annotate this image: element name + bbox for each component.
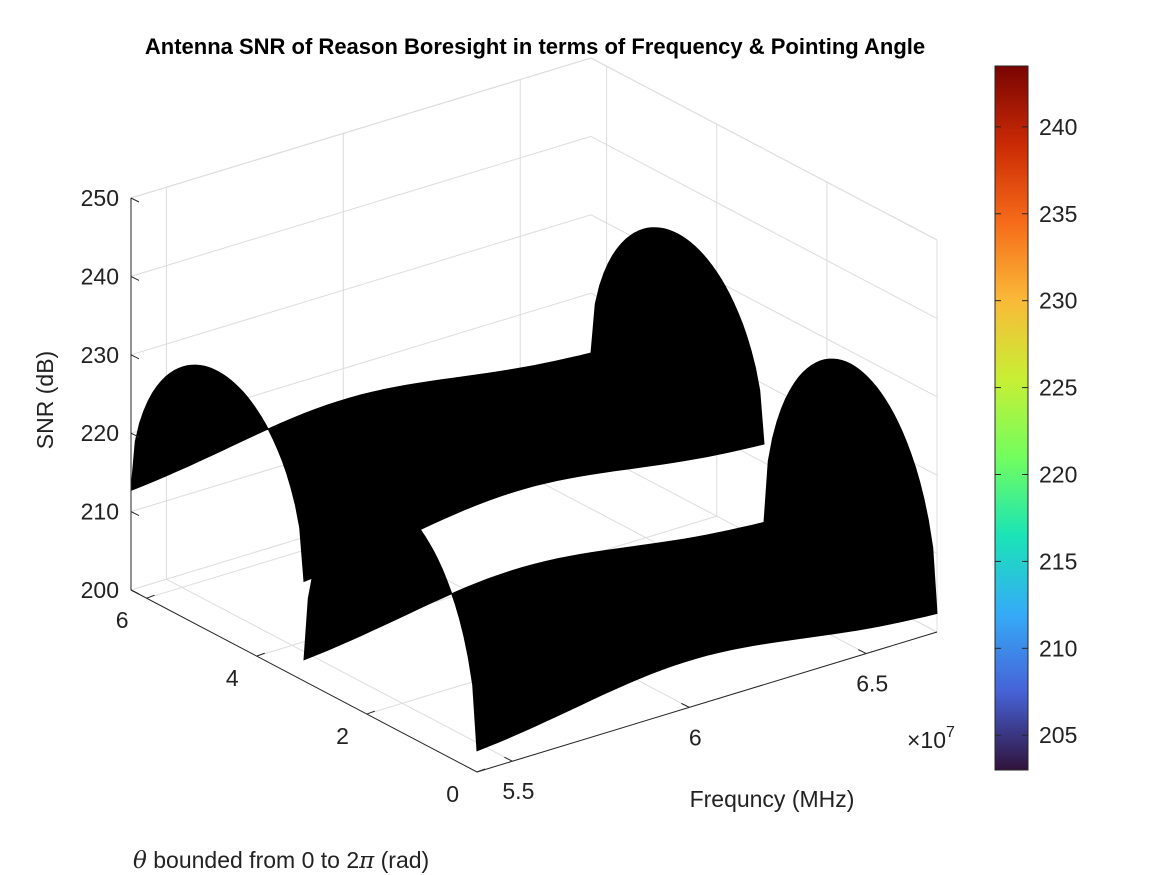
y-axis-line [130, 589, 478, 773]
z-tick-label: 220 [81, 420, 119, 446]
grid-line [130, 57, 592, 199]
chart-title: Antenna SNR of Reason Boresight in terms… [145, 34, 925, 59]
z-tick-label: 200 [81, 577, 119, 603]
x-tick-label: 5.5 [502, 778, 534, 804]
y-tick-mark [256, 652, 265, 657]
colorbar [994, 65, 1029, 771]
grid-line [166, 578, 513, 762]
y-tick-label: 2 [336, 723, 349, 749]
colorbar-ticks: 205 210 215 220 225 230 235 240 [995, 114, 1077, 748]
colorbar-tick-label: 210 [1039, 635, 1077, 661]
y-tick-mark [146, 594, 155, 599]
y-axis-label-unit: (rad) [374, 847, 429, 873]
z-axis-label: SNR (dB) [32, 351, 58, 449]
colorbar-tick-label: 240 [1039, 114, 1077, 140]
z-tick-mark [130, 197, 140, 203]
y-tick-label: 0 [446, 781, 459, 807]
z-tick-mark [130, 354, 140, 360]
grid-line [130, 135, 592, 277]
y-tick-mark [366, 710, 376, 715]
y-tick-label: 6 [116, 607, 129, 633]
z-tick-mark [130, 511, 140, 517]
grid-line [590, 135, 938, 319]
grid-line [130, 214, 592, 356]
x-axis-line [476, 631, 938, 773]
x-exponent-prefix: ×10 [907, 727, 946, 753]
x-tick-label: 6 [689, 724, 702, 750]
y-axis-ticks: 0 2 4 6 [116, 594, 486, 807]
colorbar-tick-label: 215 [1039, 548, 1077, 574]
z-tick-label: 250 [81, 185, 119, 211]
x-tick-label: 6.5 [856, 671, 888, 697]
snr-surface [130, 227, 938, 752]
axes-lines [130, 198, 938, 773]
y-axis-label: θ bounded from 0 to 2π (rad) [133, 847, 429, 874]
x-tick-mark [858, 649, 867, 654]
surface-lobe-1 [130, 227, 765, 583]
y-tick-label: 4 [226, 665, 239, 691]
colorbar-tick-label: 225 [1039, 375, 1077, 401]
z-axis-ticks: 200 210 220 230 240 250 [81, 185, 140, 603]
y-tick-mark [476, 768, 486, 773]
surface-lobe-2 [303, 358, 938, 752]
y-axis-label-text: bounded from 0 to 2 [147, 847, 359, 873]
colorbar-tick-label: 220 [1039, 461, 1077, 487]
z-tick-mark [130, 589, 140, 595]
x-exponent-power: 7 [946, 724, 955, 741]
x-axis-exponent: ×107 [907, 724, 955, 753]
colorbar-tick-label: 205 [1039, 722, 1077, 748]
z-tick-mark [130, 275, 140, 281]
x-axis-label: Frequncy (MHz) [690, 786, 855, 812]
z-tick-label: 230 [81, 342, 119, 368]
x-axis-ticks: 5.5 6 6.5 [502, 649, 888, 804]
pi-symbol: π [358, 848, 375, 874]
grid-line [590, 57, 938, 241]
z-tick-label: 210 [81, 499, 119, 525]
x-tick-mark [504, 756, 513, 762]
colorbar-tick-label: 235 [1039, 201, 1077, 227]
colorbar-tick-label: 230 [1039, 288, 1077, 314]
x-tick-mark [681, 702, 690, 708]
theta-symbol: θ [133, 848, 147, 874]
z-tick-mark [130, 432, 140, 438]
z-tick-label: 240 [81, 263, 119, 289]
